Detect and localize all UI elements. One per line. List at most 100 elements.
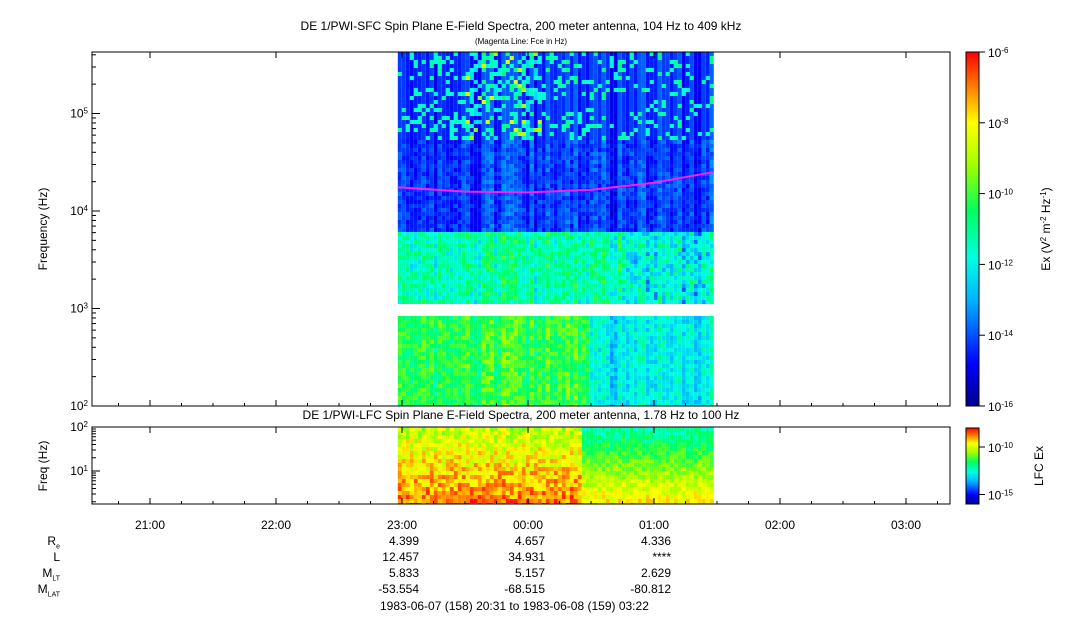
- top-spectrogram-cell: [569, 380, 574, 384]
- top-spectrogram-cell: [405, 164, 410, 168]
- top-spectrogram-cell: [425, 280, 430, 284]
- top-spectrogram-cell: [605, 100, 610, 104]
- top-spectrogram-cell: [477, 112, 482, 116]
- top-spectrogram-cell: [513, 316, 518, 320]
- top-spectrogram-cell: [509, 332, 514, 336]
- top-spectrogram-cell: [433, 112, 438, 116]
- top-spectrogram-cell: [545, 132, 550, 136]
- top-spectrogram-cell: [513, 80, 518, 84]
- top-spectrogram-cell: [609, 108, 614, 112]
- top-spectrogram-cell: [433, 136, 438, 140]
- top-spectrogram-cell: [613, 164, 618, 168]
- top-spectrogram-cell: [401, 340, 406, 344]
- top-spectrogram-cell: [529, 296, 534, 300]
- top-spectrogram-cell: [477, 152, 482, 156]
- top-spectrogram-cell: [489, 96, 494, 100]
- top-spectrogram-cell: [437, 336, 442, 340]
- top-spectrogram-cell: [625, 176, 630, 180]
- top-spectrogram-cell: [557, 184, 562, 188]
- top-spectrogram-cell: [609, 244, 614, 248]
- top-spectrogram-cell: [521, 224, 526, 228]
- top-spectrogram-cell: [449, 140, 454, 144]
- top-spectrogram-cell: [597, 332, 602, 336]
- top-spectrogram-cell: [609, 392, 614, 396]
- top-spectrogram-cell: [533, 188, 538, 192]
- top-spectrogram-cell: [517, 152, 522, 156]
- top-spectrogram-cell: [493, 268, 498, 272]
- top-spectrogram-cell: [593, 384, 598, 388]
- top-spectrogram-cell: [449, 332, 454, 336]
- top-spectrogram-cell: [481, 368, 486, 372]
- top-spectrogram-cell: [477, 388, 482, 392]
- top-spectrogram-cell: [621, 244, 626, 248]
- top-spectrogram-cell: [529, 176, 534, 180]
- top-spectrogram-cell: [461, 184, 466, 188]
- top-spectrogram-cell: [597, 316, 602, 320]
- top-spectrogram-cell: [437, 112, 442, 116]
- top-spectrogram-cell: [553, 320, 558, 324]
- top-spectrogram-cell: [425, 296, 430, 300]
- top-spectrogram-cell: [573, 376, 578, 380]
- top-spectrogram-cell: [481, 160, 486, 164]
- top-spectrogram-cell: [589, 72, 594, 76]
- top-spectrogram-cell: [561, 352, 566, 356]
- top-spectrogram-cell: [429, 184, 434, 188]
- top-spectrogram-cell: [537, 116, 542, 120]
- top-spectrogram-cell: [561, 152, 566, 156]
- top-spectrogram-cell: [453, 128, 458, 132]
- top-spectrogram-cell: [401, 232, 406, 236]
- top-spectrogram-cell: [501, 324, 506, 328]
- top-spectrogram-cell: [445, 292, 450, 296]
- top-spectrogram-cell: [409, 380, 414, 384]
- top-spectrogram-cell: [513, 376, 518, 380]
- top-spectrogram-cell: [485, 80, 490, 84]
- top-spectrogram-cell: [573, 404, 578, 406]
- top-spectrogram-cell: [497, 284, 502, 288]
- top-spectrogram-cell: [533, 176, 538, 180]
- top-spectrogram-cell: [533, 124, 538, 128]
- top-spectrogram-cell: [553, 224, 558, 228]
- top-spectrogram-cell: [421, 116, 426, 120]
- top-spectrogram-cell: [441, 76, 446, 80]
- top-spectrogram-cell: [541, 80, 546, 84]
- top-spectrogram-cell: [537, 272, 542, 276]
- top-spectrogram-cell: [573, 136, 578, 140]
- top-spectrogram-cell: [437, 272, 442, 276]
- top-spectrogram-cell: [481, 376, 486, 380]
- top-spectrogram-cell: [629, 68, 634, 72]
- top-spectrogram-cell: [421, 120, 426, 124]
- top-spectrogram-cell: [569, 52, 574, 56]
- top-spectrogram-cell: [561, 328, 566, 332]
- top-spectrogram-cell: [505, 112, 510, 116]
- top-spectrogram-cell: [557, 332, 562, 336]
- top-spectrogram-cell: [485, 208, 490, 212]
- top-spectrogram-cell: [425, 372, 430, 376]
- top-spectrogram-cell: [473, 92, 478, 96]
- top-spectrogram-cell: [457, 360, 462, 364]
- top-spectrogram-cell: [521, 108, 526, 112]
- top-spectrogram-cell: [501, 192, 506, 196]
- top-spectrogram-cell: [517, 344, 522, 348]
- top-spectrogram-cell: [585, 264, 590, 268]
- top-spectrogram-cell: [457, 364, 462, 368]
- top-spectrogram-cell: [601, 100, 606, 104]
- top-spectrogram-cell: [597, 320, 602, 324]
- top-spectrogram-cell: [457, 404, 462, 406]
- top-spectrogram-cell: [405, 120, 410, 124]
- top-spectrogram-cell: [617, 280, 622, 284]
- top-spectrogram-cell: [469, 100, 474, 104]
- top-spectrogram-cell: [501, 224, 506, 228]
- top-spectrogram-cell: [405, 64, 410, 68]
- top-spectrogram-cell: [509, 128, 514, 132]
- top-spectrogram-cell: [461, 384, 466, 388]
- top-spectrogram-cell: [601, 72, 606, 76]
- top-spectrogram-cell: [521, 212, 526, 216]
- top-spectrogram-cell: [405, 176, 410, 180]
- top-spectrogram-cell: [621, 84, 626, 88]
- top-spectrogram-cell: [429, 84, 434, 88]
- top-spectrogram-cell: [409, 384, 414, 388]
- top-spectrogram-cell: [545, 124, 550, 128]
- top-spectrogram-cell: [557, 176, 562, 180]
- top-spectrogram-cell: [465, 172, 470, 176]
- top-spectrogram-cell: [417, 112, 422, 116]
